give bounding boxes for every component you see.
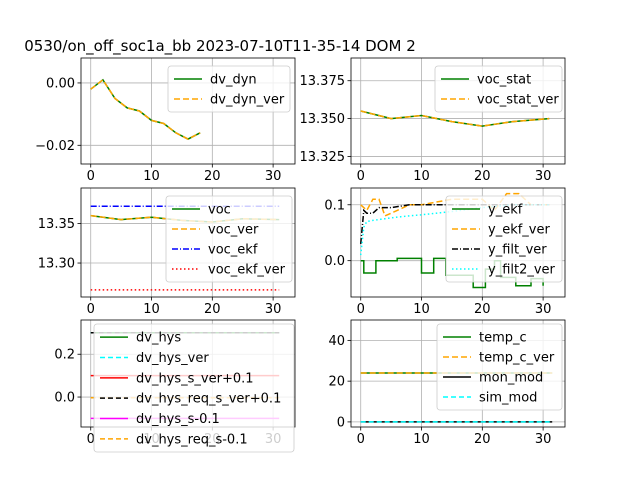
y-tick-label: 0.2 bbox=[54, 348, 75, 363]
subplot-voc_stat: 0 10 20 3013.37513.35013.325voc_statvoc_sta… bbox=[300, 57, 566, 184]
axes-frame bbox=[80, 187, 296, 298]
y-tick-label: 20 bbox=[328, 375, 345, 390]
x-tick-label: 0 bbox=[87, 432, 95, 447]
legend-label: voc_ekf_ver bbox=[208, 263, 286, 278]
legend-label: sim_mod bbox=[479, 391, 537, 406]
figure-suptitle: 0530/on_off_soc1a_bb 2023-07-10T11-35-14… bbox=[24, 37, 416, 56]
legend-label: dv_hys_ver bbox=[136, 351, 209, 366]
axes-frame bbox=[80, 57, 296, 165]
legend-label: voc_stat_ver bbox=[477, 93, 559, 108]
legend-box bbox=[93, 323, 295, 453]
legend-label: voc bbox=[208, 203, 231, 218]
legend-label: y_ekf_ver bbox=[488, 223, 550, 238]
legend-label: y_filt2_ver bbox=[488, 263, 556, 278]
x-tick-label: 0 bbox=[87, 302, 95, 317]
x-tick-label: 30 bbox=[535, 432, 552, 447]
x-tick-label: 10 bbox=[413, 169, 430, 184]
legend-label: voc_stat bbox=[477, 73, 531, 88]
legend: dv_hys dv_hys_ver dv_hys_s_ver+0.1 dv_hys_r… bbox=[93, 323, 295, 453]
y-tick-label: −0.02 bbox=[35, 139, 75, 154]
axes-frame bbox=[350, 187, 566, 298]
axes-frame bbox=[350, 319, 566, 428]
legend: voc_stat voc_stat_ver bbox=[434, 65, 563, 113]
x-tick-label: 30 bbox=[265, 302, 282, 317]
legend-box bbox=[434, 65, 563, 113]
legend-label: dv_hys_s_ver+0.1 bbox=[136, 371, 254, 386]
subplot-y_ekf: 0 10 20 30 0.1 0.0 y_ekf y_ekf_ver y_filt_ver y_f… bbox=[324, 187, 566, 317]
series-group bbox=[90, 78, 201, 140]
y-tick-label: 0.0 bbox=[324, 254, 345, 269]
x-tick-label: 30 bbox=[535, 169, 552, 184]
legend-label: dv_hys bbox=[136, 331, 181, 346]
x-tick-label: 20 bbox=[204, 302, 221, 317]
legend-label: mon_mod bbox=[479, 371, 543, 386]
legend-label: dv_hys_req_s-0.1 bbox=[136, 432, 248, 447]
y-tick-label: 0.0 bbox=[54, 391, 75, 406]
y-tick-label: 13.375 bbox=[300, 74, 346, 89]
legend-box bbox=[436, 323, 563, 411]
x-tick-label: 30 bbox=[535, 302, 552, 317]
y-tick-label: 0 bbox=[337, 415, 345, 430]
x-tick-label: 0 bbox=[357, 169, 365, 184]
legend-label: voc_ekf bbox=[208, 243, 258, 258]
legend-label: dv_hys_s-0.1 bbox=[136, 412, 220, 427]
x-tick-label: 0 bbox=[87, 169, 95, 184]
series-group bbox=[360, 110, 550, 127]
subplot-dv_dyn: 0 10 20 30 0.00 −0.02 dv_dyn dv_dyn_ver bbox=[35, 57, 296, 184]
x-tick-label: 10 bbox=[413, 302, 430, 317]
legend-label: dv_dyn_ver bbox=[210, 93, 285, 108]
legend: y_ekf y_ekf_ver y_filt_ver y_filt2_ver bbox=[445, 195, 563, 283]
series-line-dv_dyn_ver bbox=[90, 78, 201, 140]
x-tick-label: 20 bbox=[474, 432, 491, 447]
y-tick-label: 13.35 bbox=[38, 217, 75, 232]
x-tick-label: 10 bbox=[413, 432, 430, 447]
axes-frame bbox=[350, 57, 566, 165]
legend-label: temp_c_ver bbox=[479, 351, 555, 366]
legend-box bbox=[445, 195, 563, 283]
legend: voc voc_ver voc_ekf voc_ekf_ver bbox=[165, 195, 293, 283]
x-tick-label: 0 bbox=[357, 432, 365, 447]
legend-label: y_ekf bbox=[488, 203, 523, 218]
legend-label: voc_ver bbox=[208, 223, 259, 238]
legend: temp_c temp_c_ver mon_mod sim_mod bbox=[436, 323, 563, 411]
legend-label: y_filt_ver bbox=[488, 243, 547, 258]
legend-box bbox=[165, 195, 293, 283]
series-line-y_filt_ver bbox=[359, 204, 550, 244]
y-tick-label: 13.350 bbox=[300, 112, 346, 127]
legend-label: dv_dyn bbox=[210, 73, 257, 88]
y-tick-label: 40 bbox=[328, 334, 345, 349]
y-tick-label: 13.325 bbox=[300, 150, 346, 165]
y-tick-label: 0.1 bbox=[324, 198, 345, 213]
x-tick-label: 10 bbox=[143, 169, 160, 184]
legend-label: dv_hys_req_s_ver+0.1 bbox=[136, 392, 281, 407]
series-line-y_ekf_ver bbox=[360, 192, 550, 217]
subplot-temp_c: 0 10 20 30 40 20 0 temp_c temp_c_ver mon_mod sim_m… bbox=[328, 319, 566, 447]
series-line-y_filt2_ver bbox=[359, 204, 550, 256]
y-tick-label: 0.00 bbox=[46, 76, 75, 91]
legend-box bbox=[167, 65, 291, 113]
x-tick-label: 20 bbox=[474, 169, 491, 184]
x-tick-label: 30 bbox=[265, 169, 282, 184]
x-tick-label: 0 bbox=[357, 302, 365, 317]
y-tick-label: 13.30 bbox=[38, 257, 75, 272]
subplot-dv_hys: 01020300.20.0dv_hysdv_hys_verdv_hys_s_ve… bbox=[54, 319, 296, 453]
x-tick-label: 20 bbox=[204, 169, 221, 184]
legend: dv_dyn dv_dyn_ver bbox=[167, 65, 291, 113]
x-tick-label: 10 bbox=[143, 302, 160, 317]
legend-label: temp_c bbox=[479, 331, 527, 346]
x-tick-label: 20 bbox=[474, 302, 491, 317]
subplot-voc: 0 10 20 30 13.35 13.30 voc voc_ver voc_ekf voc_ek… bbox=[38, 187, 296, 317]
series-line-voc_stat_ver bbox=[360, 110, 550, 127]
